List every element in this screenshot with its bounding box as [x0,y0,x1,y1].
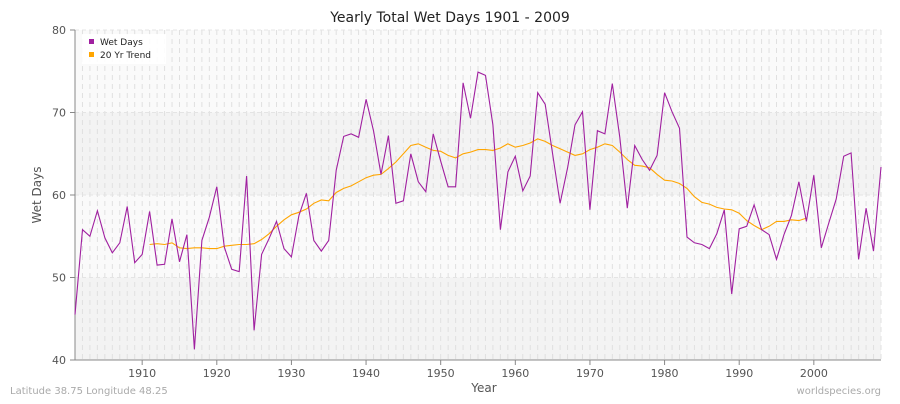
y-tick-label: 50 [52,272,66,285]
background-band [75,112,881,195]
y-tick-label: 80 [52,24,66,37]
x-tick-label: 1980 [651,367,679,380]
footer-coordinates: Latitude 38.75 Longitude 48.25 [10,386,168,397]
legend: Wet Days 20 Yr Trend [82,34,166,64]
y-tick-label: 70 [52,107,66,120]
x-tick-label: 2000 [800,367,828,380]
legend-box [82,34,166,64]
y-axis-label: Wet Days [30,166,44,223]
y-tick-label: 40 [52,354,66,367]
background-band [75,195,881,278]
y-tick-label: 60 [52,189,66,202]
x-tick-label: 1960 [501,367,529,380]
legend-label-wet-days: Wet Days [100,38,143,48]
x-tick-label: 1940 [352,367,380,380]
x-tick-label: 1950 [427,367,455,380]
legend-swatch-trend [89,52,94,57]
chart-title: Yearly Total Wet Days 1901 - 2009 [329,10,570,26]
legend-swatch-wet-days [89,39,94,44]
x-tick-label: 1910 [128,367,156,380]
x-tick-label: 1930 [277,367,305,380]
x-tick-label: 1990 [725,367,753,380]
x-tick-label: 1920 [203,367,231,380]
x-axis-label: Year [470,381,496,395]
x-tick-label: 1970 [576,367,604,380]
series-line-20-yr-trend [149,138,807,250]
footer-source: worldspecies.org [797,386,881,397]
series-line-wet-days [74,71,882,350]
legend-label-trend: 20 Yr Trend [100,51,151,61]
